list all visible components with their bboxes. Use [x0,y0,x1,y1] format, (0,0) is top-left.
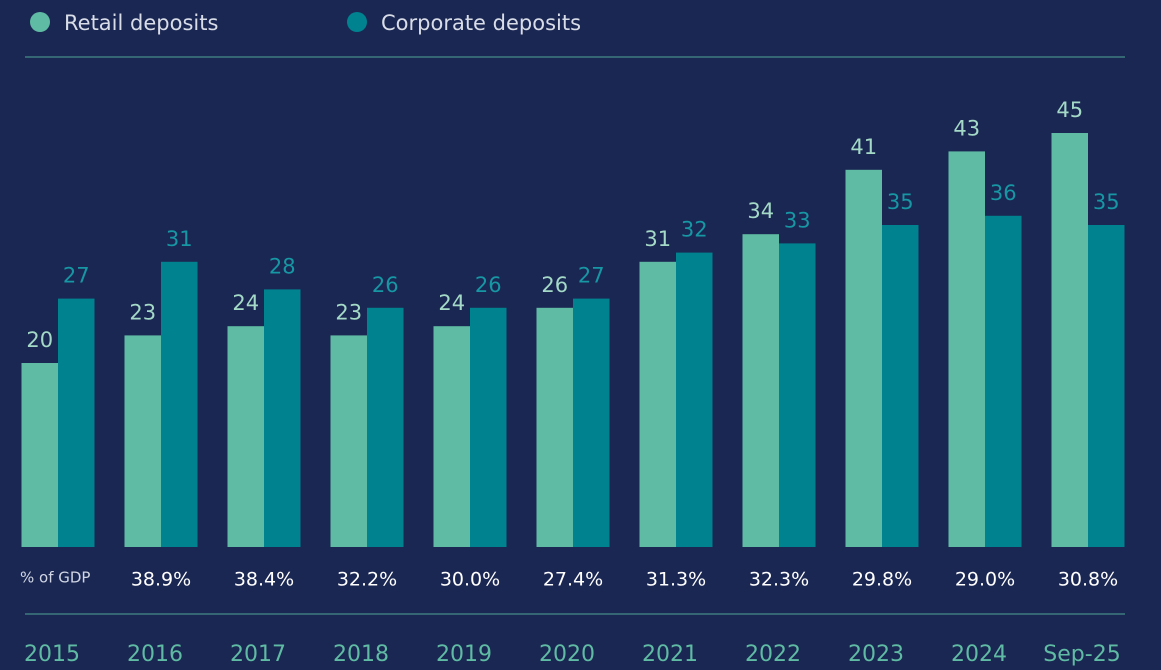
value-label: 27 [578,264,605,288]
value-label: 24 [232,291,259,315]
x-tick-label: 2018 [333,642,389,667]
value-label: 34 [747,199,774,223]
gdp-row-label: % of GDP [20,569,90,587]
gdp-share-label: 38.9% [131,569,191,591]
x-tick-label: 2022 [745,642,801,667]
x-tick-label: 2015 [24,642,80,667]
bar [1088,225,1125,547]
bar [1051,133,1088,547]
bar [948,151,985,547]
value-label: 31 [166,227,193,251]
value-label: 35 [1093,190,1120,214]
value-label: 35 [887,190,914,214]
bar [676,252,713,547]
x-tick-label: 2020 [539,642,595,667]
bar [845,169,882,548]
value-label: 33 [784,208,811,232]
value-label: 45 [1056,98,1083,122]
legend-swatch [30,12,50,32]
gdp-share-label: 29.0% [955,569,1015,591]
bar [639,261,676,547]
gdp-share-label: 32.3% [749,569,809,591]
bar [536,307,573,547]
bar [58,298,95,547]
value-label: 23 [335,300,362,324]
x-tick-label: Sep-25 [1043,642,1120,667]
gdp-share-label: 31.3% [646,569,706,591]
bar [124,335,161,547]
bar [779,243,816,547]
value-label: 24 [438,291,465,315]
value-label: 23 [129,300,156,324]
bar [21,363,58,547]
bar [470,307,507,547]
value-label: 28 [269,254,296,278]
x-tick-label: 2019 [436,642,492,667]
bar [330,335,367,547]
gdp-share-label: 30.8% [1058,569,1118,591]
legend-label: Corporate deposits [381,11,581,35]
value-label: 26 [372,273,399,297]
x-tick-label: 2024 [951,642,1007,667]
bar [161,261,198,547]
value-label: 26 [541,273,568,297]
gdp-share-label: 32.2% [337,569,397,591]
value-label: 36 [990,181,1017,205]
gdp-share-label: 29.8% [852,569,912,591]
bar [433,326,470,547]
x-tick-label: 2021 [642,642,698,667]
x-tick-label: 2016 [127,642,183,667]
bar [573,298,610,547]
legend-swatch [347,12,367,32]
bar [264,289,301,547]
value-label: 26 [475,273,502,297]
value-label: 41 [850,135,877,159]
legend-label: Retail deposits [64,11,218,35]
bar [742,234,779,547]
x-tick-label: 2023 [848,642,904,667]
gdp-share-label: 27.4% [543,569,603,591]
value-label: 20 [26,328,53,352]
bar [227,326,264,547]
value-label: 32 [681,218,708,242]
bar [985,215,1022,548]
bar [367,307,404,547]
value-label: 43 [953,116,980,140]
value-label: 27 [63,264,90,288]
value-label: 31 [644,227,671,251]
gdp-share-label: 30.0% [440,569,500,591]
bar [882,225,919,547]
gdp-share-label: 38.4% [234,569,294,591]
x-tick-label: 2017 [230,642,286,667]
